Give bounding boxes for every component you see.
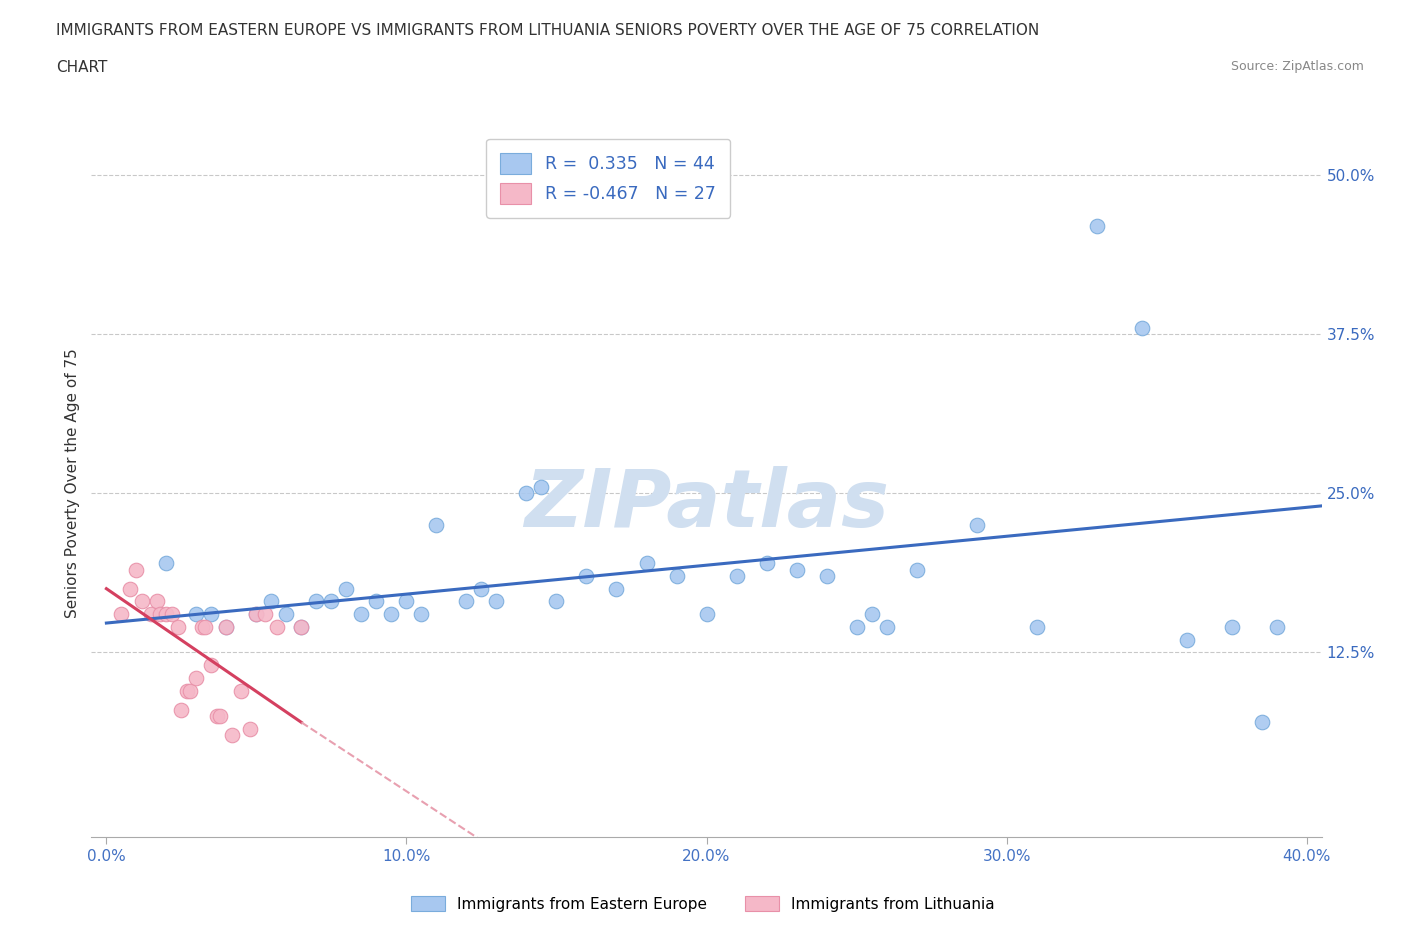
Point [141,606,163,621]
Point [1025,619,1047,634]
Point [665,568,688,583]
Point [266,619,288,634]
Point [221,727,243,742]
Point [425,518,447,533]
Point [149,606,172,621]
Point [200,606,222,621]
Point [215,619,238,634]
Point [605,581,627,596]
Point [131,594,153,609]
Point [110,606,132,621]
Point [245,606,267,621]
Point [167,619,190,634]
Point [636,556,658,571]
Point [290,619,312,634]
Point [695,606,717,621]
Point [260,594,283,609]
Point [146,594,169,609]
Y-axis label: Seniors Poverty Over the Age of 75: Seniors Poverty Over the Age of 75 [65,349,80,618]
Point [186,671,208,685]
Point [186,606,208,621]
Point [155,606,177,621]
Point [321,594,343,609]
Legend: R =  0.335   N = 44, R = -0.467   N = 27: R = 0.335 N = 44, R = -0.467 N = 27 [486,139,730,218]
Point [245,606,267,621]
Text: Source: ZipAtlas.com: Source: ZipAtlas.com [1230,60,1364,73]
Point [815,568,838,583]
Point [155,556,177,571]
Point [860,606,883,621]
Point [215,619,238,634]
Point [485,594,508,609]
Text: ZIPatlas: ZIPatlas [524,466,889,544]
Text: IMMIGRANTS FROM EASTERN EUROPE VS IMMIGRANTS FROM LITHUANIA SENIORS POVERTY OVER: IMMIGRANTS FROM EASTERN EUROPE VS IMMIGR… [56,23,1039,38]
Point [515,485,537,500]
Point [411,606,433,621]
Point [1265,619,1288,634]
Point [786,562,808,577]
Point [162,606,184,621]
Point [231,684,253,698]
Point [290,619,312,634]
Point [380,606,402,621]
Point [350,606,373,621]
Point [1250,715,1272,730]
Point [194,619,217,634]
Text: CHART: CHART [56,60,108,75]
Point [725,568,748,583]
Point [546,594,568,609]
Point [1220,619,1243,634]
Point [575,568,598,583]
Point [1085,219,1108,233]
Point [209,709,232,724]
Point [905,562,928,577]
Point [305,594,328,609]
Point [966,518,988,533]
Point [755,556,778,571]
Point [179,684,201,698]
Point [1130,320,1153,335]
Point [335,581,357,596]
Point [395,594,418,609]
Point [191,619,214,634]
Point [120,581,142,596]
Point [276,606,298,621]
Point [1175,632,1198,647]
Point [530,479,553,494]
Point [207,709,229,724]
Point [254,606,277,621]
Point [176,684,198,698]
Point [125,562,148,577]
Point [170,702,193,717]
Point [366,594,388,609]
Point [470,581,492,596]
Point [200,658,222,672]
Point [239,722,262,737]
Point [845,619,868,634]
Point [456,594,478,609]
Point [876,619,898,634]
Legend: Immigrants from Eastern Europe, Immigrants from Lithuania: Immigrants from Eastern Europe, Immigran… [405,889,1001,918]
